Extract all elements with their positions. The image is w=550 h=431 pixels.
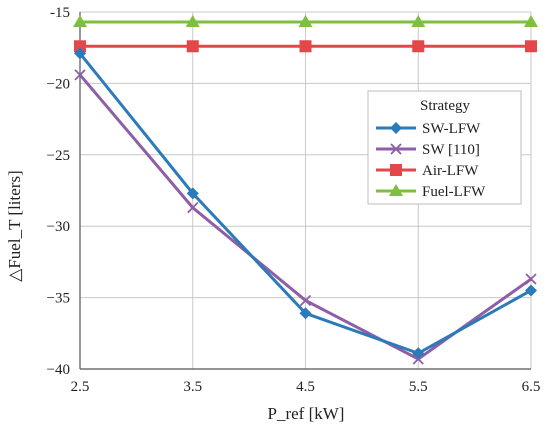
data-point [298,14,313,27]
data-point [299,307,312,320]
data-point [74,40,86,53]
legend-entry: SW-LFW [376,121,481,137]
legend-entry: SW [110] [376,142,480,158]
legend: Strategy SW-LFW SW [110] Air-LFW Fuel-LFW [367,90,522,205]
x-tick-label: 5.5 [409,379,428,395]
data-point [187,201,199,214]
y-tick-label: −40 [47,362,70,378]
data-point [411,14,426,27]
data-point [525,273,537,285]
data-point [412,347,425,360]
legend-entry: Fuel-LFW [376,184,486,200]
y-tick-label: -15 [50,5,70,21]
legend-marker [390,164,402,176]
data-point [74,69,86,81]
y-axis-title: △Fuel_T [liters] [5,170,24,281]
series-lines [73,14,538,365]
x-tick-label: 2.5 [71,379,90,395]
x-tick-label: 4.5 [296,379,315,395]
y-tick-label: −20 [47,76,70,92]
legend-label: SW-LFW [422,121,481,137]
x-axis-title: P_ref [kW] [268,404,345,423]
axes [79,12,531,370]
legend-title: Strategy [420,98,470,114]
data-point [185,14,200,27]
data-point [524,14,538,27]
legend-marker [390,122,402,134]
legend-marker [389,184,403,196]
y-tick-label: −30 [47,219,70,235]
legend-label: Air-LFW [422,163,479,179]
series-sw-lfw [74,47,537,360]
data-point [73,14,87,27]
data-point [299,294,312,307]
legend-box [367,90,522,205]
data-point [525,284,537,297]
x-tick-label: 6.5 [522,379,541,395]
legend-label: SW [110] [422,142,480,158]
legend-label: Fuel-LFW [422,184,486,200]
data-point [186,40,199,53]
legend-marker [390,143,402,155]
legend-entry: Air-LFW [376,163,479,179]
series-air-lfw [74,40,537,53]
data-point [412,40,425,53]
y-tick-label: −25 [47,148,70,164]
series-fuel-lfw [73,14,538,27]
tick-labels: -15 −20 −25 −30 −35 −402.5 3.5 4.5 5.5 6.5 [47,5,541,395]
data-point [299,40,312,53]
y-tick-label: −35 [47,291,70,307]
data-point [525,40,537,53]
x-tick-label: 3.5 [183,379,202,395]
data-point [74,47,86,60]
data-point [186,187,199,200]
